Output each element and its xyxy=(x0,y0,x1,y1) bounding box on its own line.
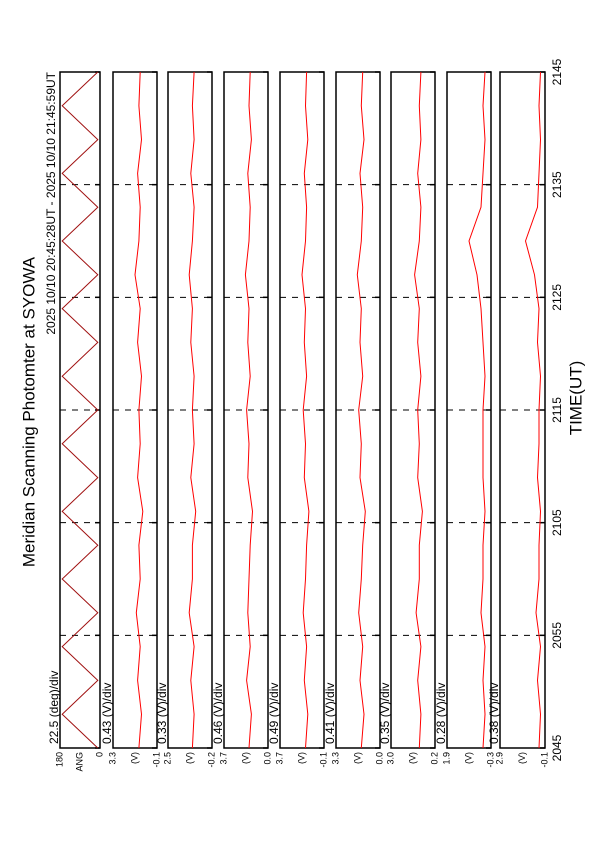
x-tick-label: 2055 xyxy=(550,622,564,649)
trace xyxy=(61,71,99,749)
y-tick-label: -0.1 xyxy=(318,752,328,768)
y-tick-label: -0.1 xyxy=(539,752,549,768)
trace xyxy=(134,71,144,749)
y-tick-label: 0.0 xyxy=(262,752,272,765)
x-tick-label: 2105 xyxy=(550,509,564,536)
scale-label: 0.43 (V)/div xyxy=(100,683,114,744)
x-tick-label: 2125 xyxy=(550,284,564,311)
y-axis-label: (V) xyxy=(517,752,527,764)
y-tick-label: 180 xyxy=(54,752,64,767)
x-axis-label: TIME(UT) xyxy=(566,361,585,436)
y-tick-label: 3.7 xyxy=(218,752,228,765)
x-tick-label: 2115 xyxy=(550,397,564,423)
y-tick-label: 0.0 xyxy=(374,752,384,765)
x-tick-label: 2135 xyxy=(550,171,564,198)
y-axis-label: (V) xyxy=(352,752,362,764)
rotated-plot: Meridian Scanning Photomter at SYOWA 202… xyxy=(19,58,585,771)
y-axis-label: (V) xyxy=(407,752,417,764)
y-tick-label: -0.2 xyxy=(206,752,216,768)
chart-subtitle: 2025 10/10 20:45:28UT - 2025 10/10 21:45… xyxy=(44,71,58,334)
y-tick-label: 2.5 xyxy=(162,752,172,765)
scale-label: 0.35 (V)/div xyxy=(378,683,392,744)
y-tick-label: 3.7 xyxy=(274,752,284,765)
y-axis-label: (V) xyxy=(296,752,306,764)
y-tick-label: 3.0 xyxy=(385,752,395,765)
trace xyxy=(244,71,254,749)
y-axis-label: (V) xyxy=(184,752,194,764)
trace xyxy=(468,71,486,749)
y-tick-label: 1.9 xyxy=(441,752,451,765)
trace xyxy=(414,71,423,749)
y-axis-label: (V) xyxy=(129,752,139,764)
trace xyxy=(188,71,197,749)
x-tick-label: 2145 xyxy=(550,58,564,85)
scale-label: 0.28 (V)/div xyxy=(434,683,448,744)
y-tick-label: 3.3 xyxy=(107,752,117,765)
y-tick-label: -0.3 xyxy=(485,752,495,768)
y-tick-label: 0 xyxy=(94,752,104,757)
scale-label: 0.49 (V)/div xyxy=(267,683,281,744)
trace xyxy=(356,71,366,749)
y-axis-label: ANG xyxy=(74,752,84,772)
scale-label: 0.33 (V)/div xyxy=(155,683,169,744)
trace xyxy=(524,71,542,749)
scale-label: 22.5 (deg)/div xyxy=(47,671,61,744)
x-tick-label: 2045 xyxy=(550,734,564,761)
scale-label: 0.41 (V)/div xyxy=(323,683,337,744)
y-tick-label: 0.2 xyxy=(429,752,439,765)
scale-label: 0.46 (V)/div xyxy=(211,683,225,744)
y-tick-label: 3.3 xyxy=(330,752,340,765)
y-tick-label: 2.9 xyxy=(494,752,504,765)
chart-title: Meridian Scanning Photomter at SYOWA xyxy=(19,256,38,567)
trace xyxy=(301,71,310,749)
y-axis-label: (V) xyxy=(240,752,250,764)
y-tick-label: -0.1 xyxy=(151,752,161,768)
scale-label: 0.38 (V)/div xyxy=(487,683,501,744)
y-axis-label: (V) xyxy=(463,752,473,764)
